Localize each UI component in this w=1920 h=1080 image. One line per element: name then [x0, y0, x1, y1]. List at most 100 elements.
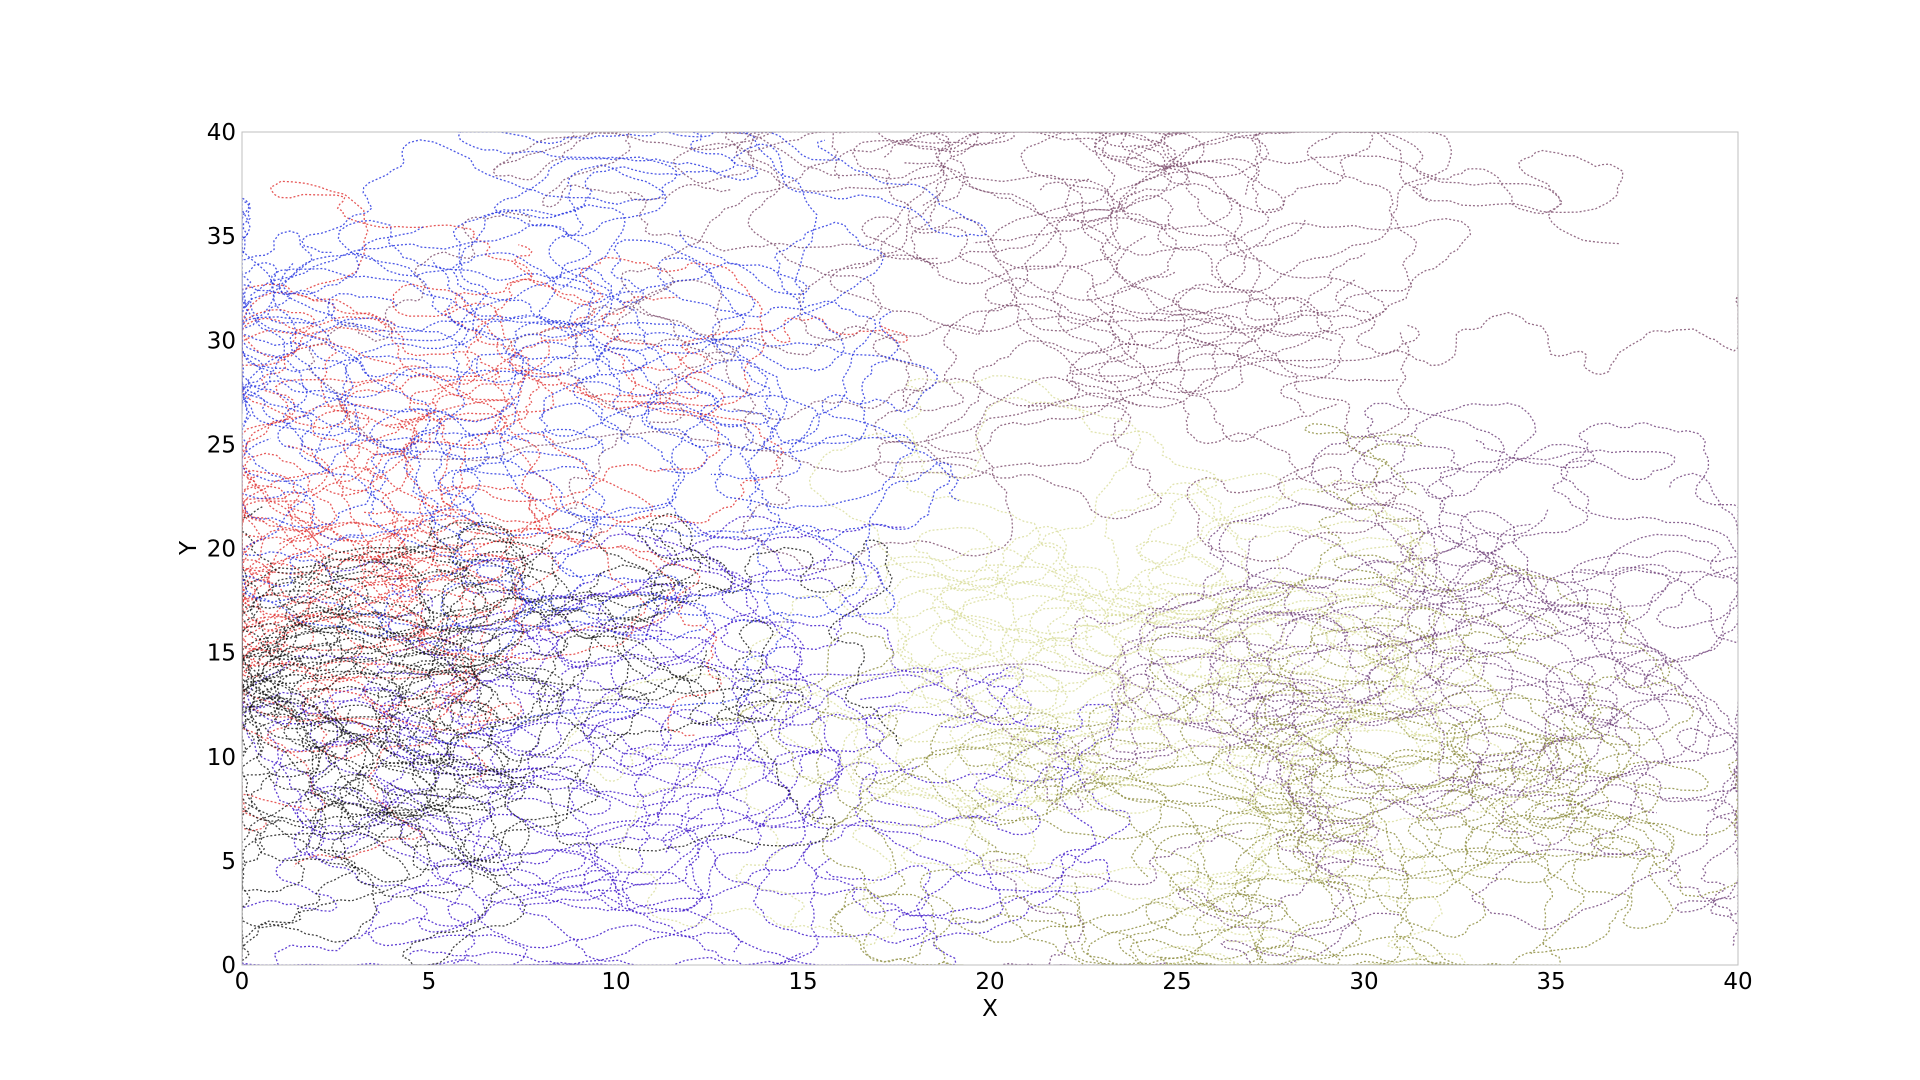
trajectory-line — [438, 675, 836, 877]
trajectory-line — [649, 219, 1306, 424]
trajectory-line — [955, 503, 1413, 761]
x-tick-label: 35 — [1536, 969, 1565, 995]
trajectory-line — [1129, 717, 1368, 965]
trajectory-line — [242, 643, 395, 832]
trajectory-line — [566, 266, 737, 542]
trajectory-line — [1094, 132, 1366, 396]
trajectory-line — [242, 558, 803, 912]
trajectory-line — [292, 750, 819, 887]
trajectory-line — [338, 611, 804, 788]
trajectory-line — [1452, 658, 1709, 860]
trajectory-line — [253, 609, 654, 898]
trajectory-line — [860, 195, 1346, 415]
trajectory-line — [1226, 566, 1683, 728]
trajectory-line — [337, 256, 766, 492]
trajectory-line — [242, 403, 431, 753]
trajectory-line — [1363, 402, 1537, 610]
trajectory-line — [1425, 707, 1675, 929]
trajectory-line — [1374, 510, 1670, 730]
trajectory-line — [957, 680, 1466, 816]
trajectory-line — [473, 571, 716, 856]
trajectory-line — [918, 542, 1440, 783]
trajectory-line — [398, 817, 624, 965]
trajectory-line — [434, 302, 868, 623]
trajectory-line — [1108, 132, 1453, 394]
trajectory-line — [242, 646, 526, 965]
trajectory-line — [242, 297, 598, 474]
trajectory-line — [734, 542, 1145, 928]
x-tick-label: 15 — [788, 969, 817, 995]
trajectory-line — [416, 637, 813, 838]
x-axis-ticks: 0 5 10 15 20 25 30 35 40 — [235, 969, 1753, 995]
trajectory-line — [368, 431, 960, 621]
trajectory-line — [242, 465, 554, 676]
trajectory-line — [663, 132, 1234, 259]
trajectory-line — [705, 523, 1004, 925]
trajectory-line — [278, 257, 877, 480]
trajectory-line — [273, 164, 667, 445]
trajectory-line — [242, 607, 510, 958]
trajectory-line — [1344, 439, 1676, 819]
trajectory-line — [270, 267, 773, 426]
y-tick-label: 10 — [207, 745, 236, 771]
trajectory-line — [778, 592, 1271, 800]
trajectory-line — [1086, 849, 1561, 965]
trajectory-line — [925, 194, 1386, 455]
trajectory-traces — [242, 132, 1738, 965]
trajectory-line — [506, 279, 1141, 571]
trajectory-line — [1334, 279, 1738, 376]
x-tick-label: 30 — [1349, 969, 1378, 995]
trajectory-line — [242, 365, 564, 678]
trajectory-line — [715, 632, 1167, 878]
trajectory-line — [300, 132, 840, 254]
trajectory-line — [242, 399, 654, 604]
trajectory-line — [242, 513, 734, 672]
trajectory-line — [242, 244, 596, 430]
trajectory-line — [969, 631, 1387, 855]
trajectory-line — [871, 310, 1421, 444]
trajectory-line — [900, 638, 1266, 867]
trajectory-line — [984, 585, 1483, 736]
trajectory-line — [431, 259, 951, 541]
trajectory-line — [980, 576, 1358, 890]
trajectory-line — [498, 229, 810, 519]
trajectory-line — [1153, 822, 1538, 965]
trajectory-line — [912, 181, 1333, 369]
trajectory-line — [1247, 614, 1523, 822]
trajectory-line — [493, 139, 988, 339]
trajectory-line — [1398, 543, 1738, 782]
trajectory-line — [242, 738, 410, 965]
trajectory-line — [323, 688, 747, 914]
trajectory-line — [242, 291, 701, 426]
y-tick-label: 35 — [207, 224, 236, 250]
trajectory-line — [566, 673, 1106, 803]
trajectory-line — [242, 670, 526, 829]
trajectory-line — [1198, 523, 1531, 735]
trajectory-line — [579, 703, 1119, 912]
trajectory-line — [1417, 752, 1738, 898]
y-tick-label: 25 — [207, 432, 236, 458]
trajectory-line — [950, 540, 1350, 725]
trajectory-line — [394, 316, 910, 559]
trajectory-line — [322, 296, 785, 543]
trajectory-line — [896, 521, 1427, 733]
trajectory-line — [409, 746, 791, 933]
trajectory-line — [432, 340, 820, 536]
trajectory-line — [1198, 697, 1660, 884]
trajectory-line — [332, 662, 600, 862]
trajectory-line — [284, 521, 583, 814]
trajectory-line — [1206, 732, 1542, 965]
trajectory-line — [1083, 132, 1624, 245]
trajectory-line — [1209, 533, 1738, 688]
trajectory-line — [242, 444, 526, 731]
trajectory-line — [1261, 564, 1575, 900]
trajectory-line — [983, 479, 1413, 774]
trajectory-line — [1216, 683, 1585, 955]
y-axis-label: Y — [176, 540, 202, 556]
trajectory-line — [926, 711, 1341, 965]
trajectory-line — [1497, 649, 1718, 847]
trajectory-line — [1212, 490, 1695, 759]
trajectory-line — [1470, 727, 1738, 947]
x-tick-label: 5 — [422, 969, 437, 995]
trajectory-line — [618, 659, 1002, 946]
